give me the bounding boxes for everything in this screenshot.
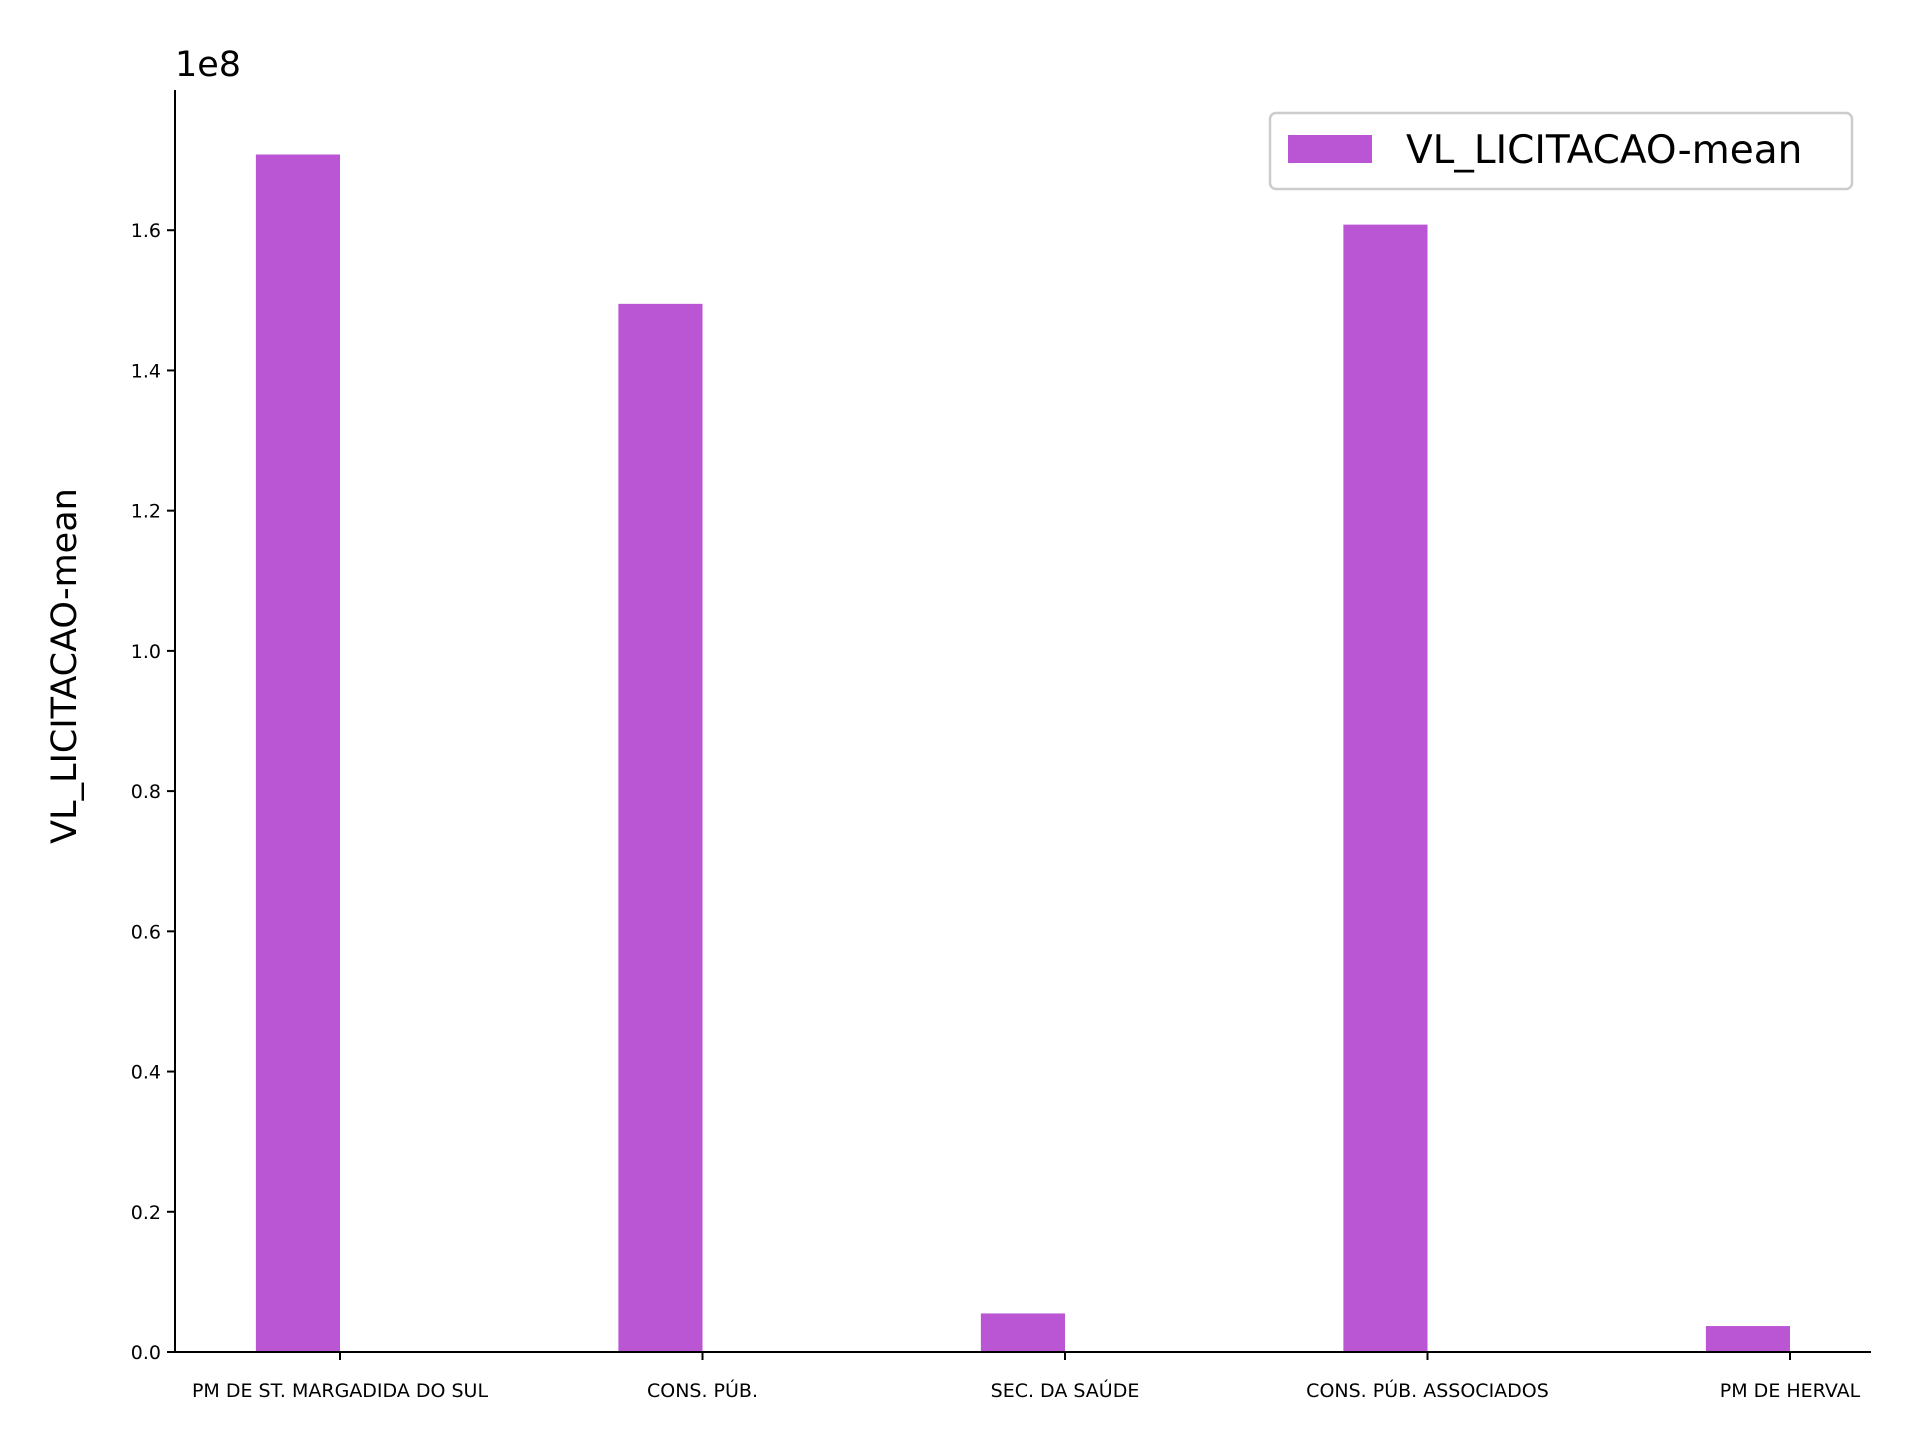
bar — [618, 303, 703, 1353]
legend-swatch — [1288, 135, 1372, 163]
legend: VL_LICITACAO-mean — [1268, 111, 1854, 191]
y-tick-label: 1.4 — [131, 360, 161, 382]
legend-entry-label: VL_LICITACAO-mean — [1406, 128, 1802, 173]
x-tick-label: CONS. PÚB. ASSOCIADOS — [1306, 1378, 1549, 1402]
y-tick-label: 1.6 — [131, 220, 161, 242]
bar — [1705, 1326, 1790, 1352]
y-tick-label: 0.6 — [131, 921, 161, 943]
bar — [1343, 224, 1428, 1353]
x-tick-label: PM DE ST. MARGADIDA DO SUL — [192, 1380, 489, 1402]
y-tick-label: 0.8 — [131, 781, 161, 803]
y-tick-label: 1.0 — [131, 641, 161, 663]
x-tick-label: CONS. PÚB. — [647, 1378, 758, 1402]
legend-frame — [1268, 111, 1854, 191]
y-axis-label: VL_LICITACAO-mean — [45, 488, 85, 844]
y-tick-label: 1.2 — [131, 501, 161, 523]
x-tick-label: SEC. DA SAÚDE — [991, 1378, 1140, 1402]
y-tick-label: 0.4 — [131, 1062, 161, 1084]
bar — [980, 1313, 1065, 1352]
y-tick-label: 0.0 — [131, 1342, 161, 1364]
y-axis-ticks: 0.0 0.2 0.4 0.6 0.8 1.0 1.2 1.4 1.6 — [131, 220, 175, 1364]
x-tick-label: PM DE HERVAL — [1720, 1380, 1861, 1402]
x-axis-ticks: PM DE ST. MARGADIDA DO SUL CONS. PÚB. SEC.… — [192, 1352, 1861, 1402]
bar-series — [255, 154, 1790, 1353]
y-axis-offset-label: 1e8 — [175, 45, 241, 85]
bar — [255, 154, 340, 1353]
y-tick-label: 0.2 — [131, 1202, 161, 1224]
